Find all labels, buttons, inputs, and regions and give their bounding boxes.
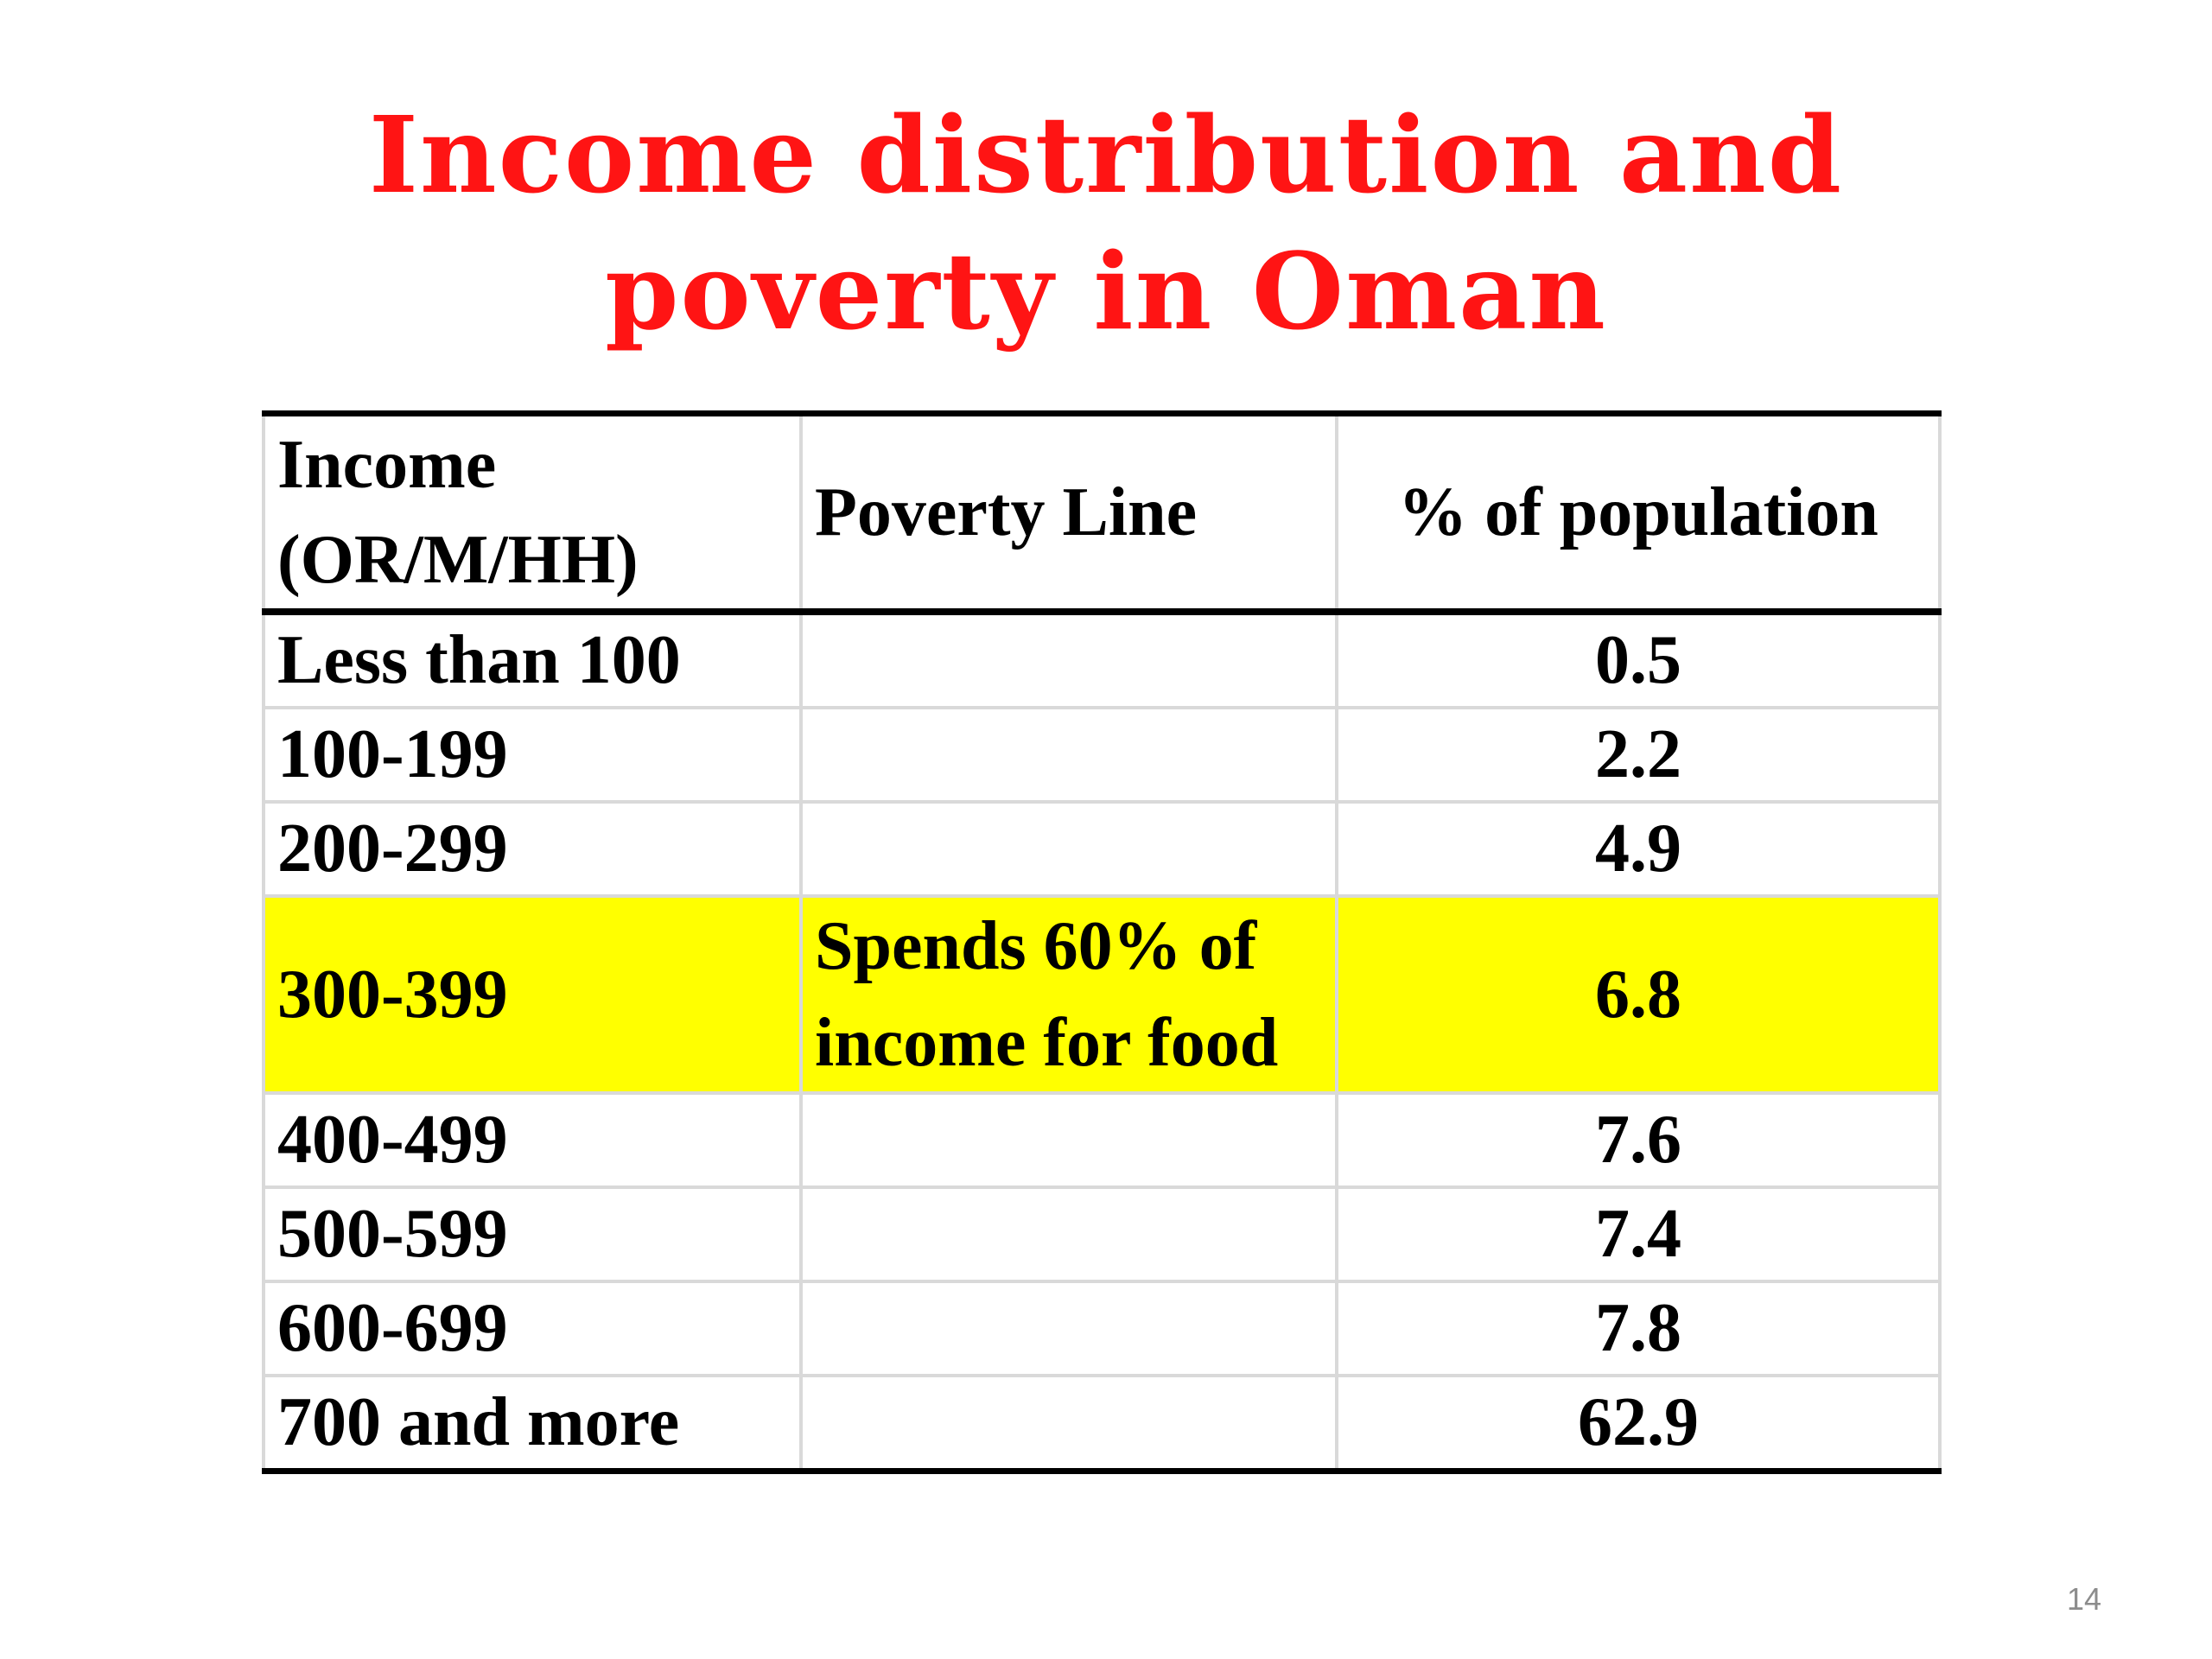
header-percent-of-population: % of population: [1335, 413, 1942, 615]
page-number: 14: [2066, 1581, 2101, 1617]
table-row: 500-599 7.4: [262, 1187, 1942, 1283]
slide-title-line-2: poverty in Oman: [605, 229, 1607, 353]
table-row: 600-699 7.8: [262, 1281, 1942, 1377]
percent-cell: 7.6: [1335, 1093, 1942, 1189]
table-header-row: Income (OR/M/HH) Poverty Line % of popul…: [262, 413, 1942, 615]
income-cell: 100-199: [262, 708, 803, 804]
income-cell: 400-499: [262, 1093, 803, 1189]
income-cell: 500-599: [262, 1187, 803, 1283]
poverty-cell: [799, 708, 1338, 804]
header-poverty-line: Poverty Line: [799, 413, 1338, 615]
table-row: 400-499 7.6: [262, 1093, 1942, 1189]
header-income: Income (OR/M/HH): [262, 413, 803, 615]
percent-cell: 7.4: [1335, 1187, 1942, 1283]
poverty-cell: [799, 1376, 1338, 1474]
table-row: 100-199 2.2: [262, 708, 1942, 804]
poverty-cell: [799, 1281, 1338, 1377]
poverty-cell: [799, 1093, 1338, 1189]
table-row: 200-299 4.9: [262, 802, 1942, 898]
poverty-cell: Spends 60% of income for food: [799, 896, 1338, 1095]
slide-title-line-1: Income distribution and: [368, 92, 1844, 217]
poverty-note-line-1: Spends 60% of: [815, 908, 1257, 984]
poverty-cell: [799, 1187, 1338, 1283]
percent-cell: 6.8: [1335, 896, 1942, 1095]
poverty-note-line-2: income for food: [815, 1005, 1279, 1081]
slide-title: Income distribution and poverty in Oman: [0, 86, 2212, 359]
table-row: 700 and more 62.9: [262, 1376, 1942, 1474]
percent-cell: 4.9: [1335, 802, 1942, 898]
header-income-line-2: (OR/M/HH): [277, 522, 639, 598]
percent-cell: 0.5: [1335, 612, 1942, 709]
income-cell: Less than 100: [262, 612, 803, 709]
income-cell: 200-299: [262, 802, 803, 898]
percent-cell: 62.9: [1335, 1376, 1942, 1474]
income-cell: 600-699: [262, 1281, 803, 1377]
income-distribution-table: Income (OR/M/HH) Poverty Line % of popul…: [262, 410, 1942, 1474]
poverty-cell: [799, 612, 1338, 709]
poverty-cell: [799, 802, 1338, 898]
percent-cell: 7.8: [1335, 1281, 1942, 1377]
header-income-line-1: Income: [277, 427, 497, 503]
table-row: Less than 100 0.5: [262, 612, 1942, 709]
income-cell: 300-399: [262, 896, 803, 1095]
percent-cell: 2.2: [1335, 708, 1942, 804]
income-cell: 700 and more: [262, 1376, 803, 1474]
table-row-highlighted: 300-399 Spends 60% of income for food 6.…: [262, 896, 1942, 1095]
